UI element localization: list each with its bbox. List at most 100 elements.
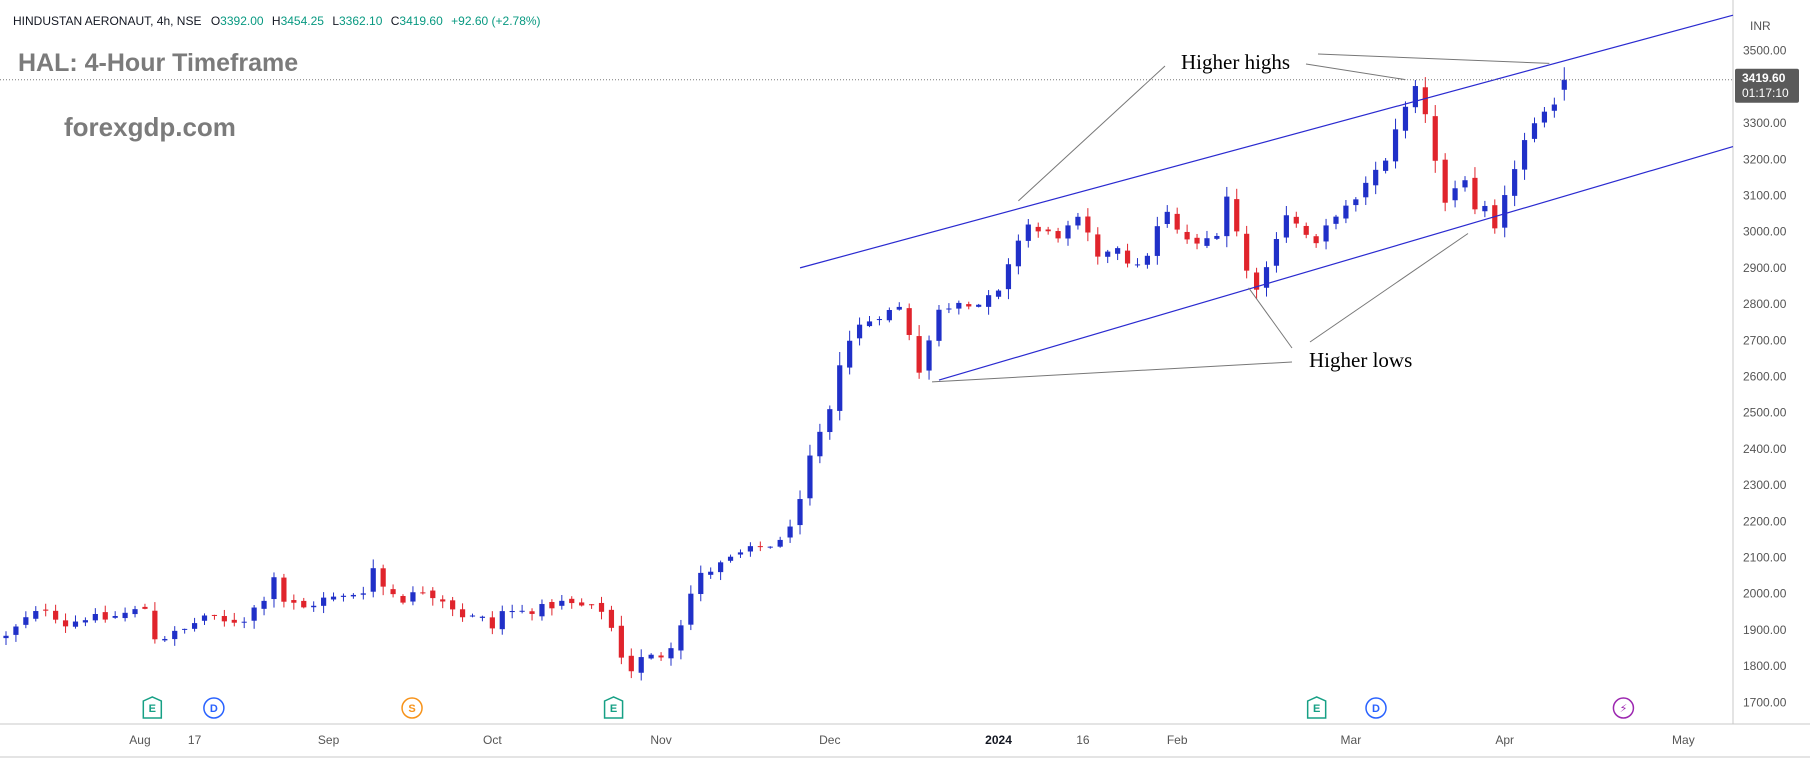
- candle: [1244, 225, 1250, 279]
- flash-icon: [1612, 697, 1635, 719]
- candle-body: [211, 614, 218, 616]
- candle-body: [191, 623, 198, 629]
- candle-body: [420, 592, 426, 594]
- low-label: L: [332, 14, 339, 28]
- candle-body: [132, 609, 138, 615]
- candle: [777, 536, 783, 548]
- candle-body: [519, 610, 525, 612]
- y-tick-label: 3000.00: [1743, 225, 1787, 239]
- symbol-legend[interactable]: HINDUSTAN AERONAUT, 4h, NSE O3392.00 H34…: [13, 14, 541, 28]
- price-axis-panel[interactable]: [1733, 0, 1810, 724]
- candle-body: [936, 309, 942, 341]
- split-icon: [401, 697, 423, 719]
- y-tick-label: 3300.00: [1743, 116, 1787, 130]
- candle: [330, 592, 337, 602]
- event-marker: S: [401, 697, 423, 719]
- event-marker: ⚡: [1612, 697, 1635, 719]
- candle-body: [837, 365, 843, 411]
- candle-body: [916, 336, 922, 373]
- event-letter: S: [408, 703, 415, 715]
- candle: [172, 626, 178, 646]
- candle: [1154, 216, 1160, 265]
- candle: [191, 617, 198, 632]
- candle-body: [440, 599, 446, 602]
- event-letter: E: [149, 703, 156, 715]
- candle-body: [459, 609, 466, 618]
- candle: [261, 596, 267, 616]
- chart-title: HAL: 4-Hour Timeframe: [18, 49, 298, 77]
- candle: [569, 596, 575, 609]
- candle-body: [787, 526, 793, 538]
- y-tick-label: 2500.00: [1743, 406, 1787, 420]
- candle-body: [688, 593, 694, 625]
- candle-body: [1273, 239, 1280, 266]
- candle: [1502, 185, 1508, 238]
- channel-lower: [938, 146, 1734, 381]
- candle: [588, 604, 595, 609]
- y-tick-label: 2100.00: [1743, 550, 1787, 564]
- candle: [976, 303, 982, 308]
- candle-body: [1472, 177, 1478, 210]
- candle-body: [906, 308, 912, 335]
- candle: [509, 604, 515, 619]
- candle-body: [72, 621, 79, 627]
- candle: [757, 541, 763, 552]
- drawing-layer: [799, 14, 1734, 383]
- plot-area[interactable]: [0, 0, 1733, 724]
- candle-body: [1412, 86, 1418, 108]
- candle-body: [727, 556, 734, 561]
- annotation-pointer-line: [1309, 233, 1469, 343]
- candle: [291, 594, 297, 610]
- candle: [807, 444, 813, 506]
- candle-body: [509, 610, 515, 613]
- candle: [1124, 243, 1131, 268]
- x-tick-label: Oct: [483, 733, 502, 747]
- x-tick-label: Sep: [318, 733, 340, 747]
- candle-body: [1512, 169, 1518, 196]
- candle: [13, 624, 19, 642]
- candle-body: [43, 609, 49, 611]
- candle-body: [976, 304, 982, 307]
- candle: [648, 653, 654, 660]
- event-marker: D: [1365, 697, 1387, 719]
- candle: [1373, 161, 1379, 195]
- brand-watermark: forexgdp.com: [64, 112, 236, 142]
- candle: [251, 604, 257, 629]
- candle-body: [1075, 216, 1081, 226]
- candle-body: [1035, 226, 1041, 232]
- candle-body: [1452, 188, 1458, 201]
- candle: [787, 519, 793, 543]
- candle: [450, 596, 456, 617]
- time-axis[interactable]: Aug 17 Sep Oct Nov Dec 2024 16 Feb Mar Apr May: [129, 733, 1694, 747]
- candle-body: [261, 600, 267, 609]
- candle-body: [668, 648, 674, 659]
- candle: [321, 592, 327, 614]
- candle: [72, 615, 79, 629]
- candle-body: [926, 340, 932, 371]
- y-tick-label: 2400.00: [1743, 442, 1787, 456]
- candles-layer: [3, 67, 1567, 681]
- candle: [1174, 207, 1180, 234]
- y-tick-label: 2600.00: [1743, 369, 1787, 383]
- candle-body: [529, 611, 535, 614]
- candle: [271, 572, 277, 608]
- y-tick-label: 1800.00: [1743, 659, 1787, 673]
- candle-body: [1105, 251, 1111, 257]
- candle-body: [281, 577, 287, 602]
- candle: [906, 303, 912, 341]
- low-value: 3362.10: [339, 14, 383, 28]
- candle-body: [1283, 215, 1289, 238]
- candle: [1184, 224, 1190, 244]
- candle: [231, 612, 237, 627]
- event-letter: ⚡: [1620, 703, 1628, 715]
- candle-body: [1343, 205, 1349, 219]
- candle-body: [1521, 140, 1528, 170]
- candle: [1055, 227, 1061, 243]
- candle-body: [271, 577, 277, 600]
- candle: [1273, 232, 1280, 273]
- candle: [380, 564, 386, 596]
- candle-body: [1383, 160, 1389, 171]
- annotation-pointer-line: [1018, 65, 1166, 202]
- candle: [1472, 167, 1478, 215]
